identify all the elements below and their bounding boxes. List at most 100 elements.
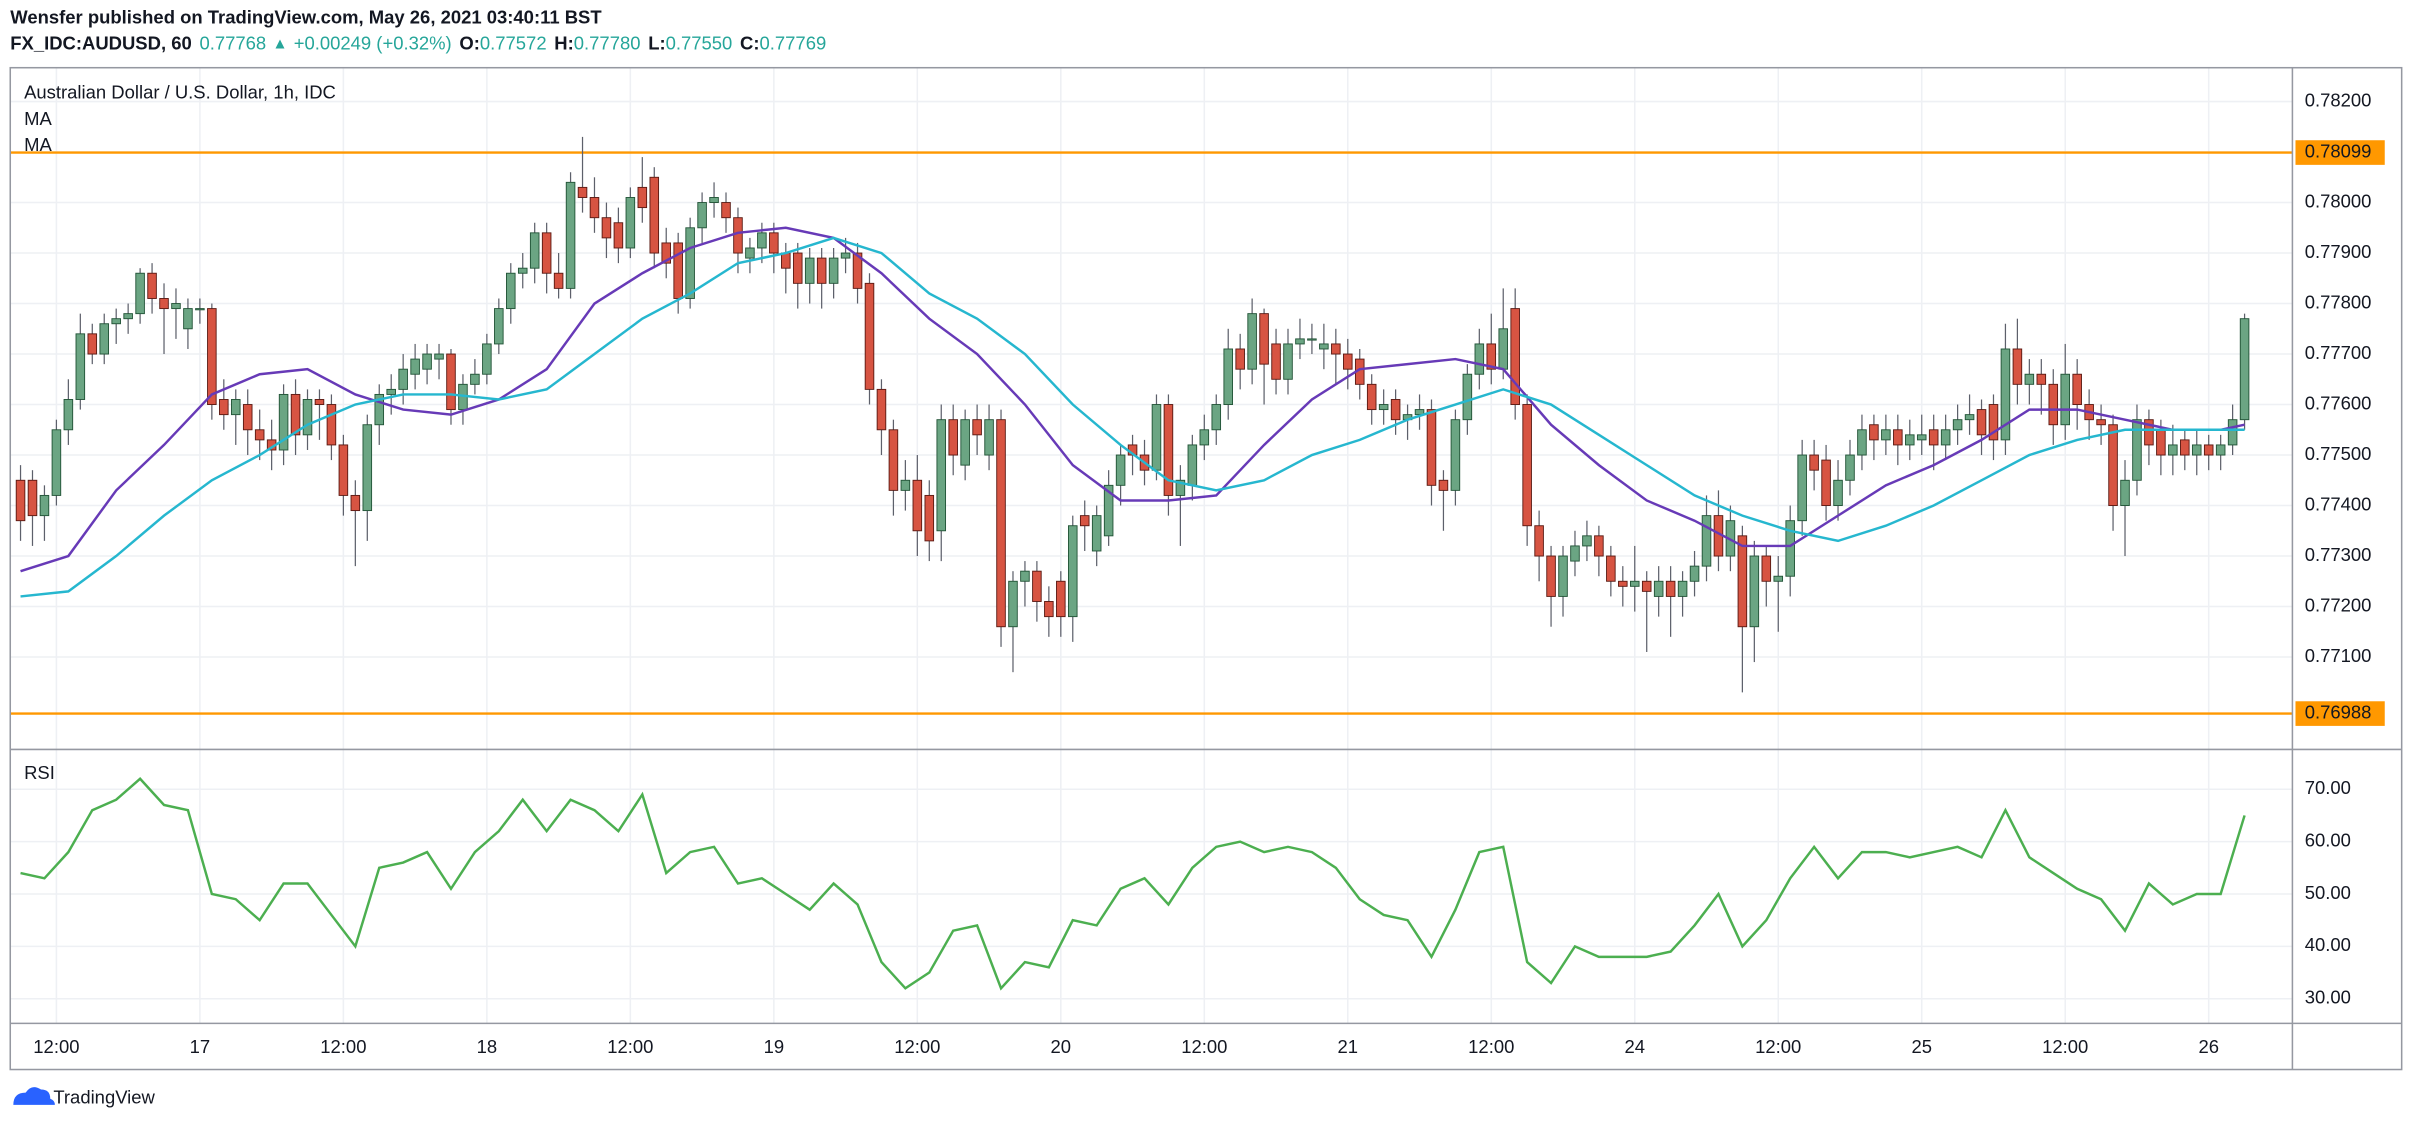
candle-body xyxy=(661,242,671,264)
candle-body xyxy=(1390,399,1401,421)
candle-body xyxy=(15,479,26,522)
candle-body xyxy=(2012,348,2023,385)
candle-body xyxy=(1964,414,1975,421)
candle-body xyxy=(302,399,313,436)
candle-body xyxy=(2060,373,2070,426)
candle-body xyxy=(1199,429,1210,446)
candle-body xyxy=(637,186,648,209)
candle-body xyxy=(1797,454,1807,522)
ohlc-label: H: xyxy=(554,33,573,54)
candle-body xyxy=(984,419,994,456)
level-label: 0.78099 xyxy=(2305,140,2372,161)
candle-body xyxy=(2180,439,2190,456)
candle-body xyxy=(1343,353,1353,370)
candle-body xyxy=(1438,479,1449,491)
candle-body xyxy=(972,419,982,436)
candle-body xyxy=(1928,429,1939,446)
candle-body xyxy=(1594,535,1604,557)
x-tick-label: 12:00 xyxy=(1468,1036,1514,1057)
candle-body xyxy=(230,399,241,416)
candle-body xyxy=(948,419,958,456)
ohlc-label: L: xyxy=(648,33,665,54)
candle-body xyxy=(314,399,325,405)
candle-body xyxy=(242,404,253,431)
candle-body xyxy=(1187,444,1198,486)
x-tick-label: 12:00 xyxy=(33,1036,79,1057)
candle-body xyxy=(1295,338,1305,345)
x-tick-label: 12:00 xyxy=(1181,1036,1227,1057)
y-tick-label: 0.77500 xyxy=(2305,443,2372,464)
y-tick-label: 0.77100 xyxy=(2305,645,2372,666)
candle-body xyxy=(1522,404,1532,527)
x-tick-label: 20 xyxy=(1051,1036,1072,1057)
candle-body xyxy=(1331,343,1341,355)
y-tick-label: 60.00 xyxy=(2305,829,2351,850)
candle-body xyxy=(1271,343,1281,380)
pane-title: RSI xyxy=(24,762,55,783)
candle-body xyxy=(1474,343,1485,375)
candle-body xyxy=(2144,419,2154,446)
x-tick-label: 12:00 xyxy=(894,1036,940,1057)
candle-body xyxy=(1032,570,1042,602)
candle-body xyxy=(1366,383,1377,411)
candle-body xyxy=(936,419,947,532)
candle-body xyxy=(1893,429,1903,446)
candle-body xyxy=(506,272,516,310)
candle-body xyxy=(900,479,911,491)
candle-body xyxy=(410,358,420,375)
x-tick-label: 12:00 xyxy=(607,1036,653,1057)
candle-body xyxy=(2215,444,2226,456)
x-tick-label: 12:00 xyxy=(2042,1036,2088,1057)
candle-body xyxy=(1223,348,1233,405)
candle-body xyxy=(960,419,970,466)
pane-title: Australian Dollar / U.S. Dollar, 1h, IDC xyxy=(24,82,336,103)
candle-body xyxy=(2191,444,2202,456)
candle-body xyxy=(2168,444,2178,456)
y-tick-label: 0.77700 xyxy=(2305,342,2372,363)
y-tick-label: 30.00 xyxy=(2305,987,2351,1008)
candle-body xyxy=(2239,318,2250,421)
candle-body xyxy=(1151,404,1162,471)
candle-body xyxy=(1259,313,1269,365)
indicator-line xyxy=(20,226,2245,573)
candle-body xyxy=(577,186,588,198)
candle-body xyxy=(541,232,552,274)
candle-body xyxy=(804,257,815,284)
candle-body xyxy=(816,257,827,284)
candle-body xyxy=(1534,525,1544,557)
candle-body xyxy=(1558,555,1568,597)
y-tick-label: 70.00 xyxy=(2305,777,2351,798)
candle-body xyxy=(589,197,600,219)
candle-body xyxy=(1809,454,1819,471)
candle-body xyxy=(147,272,157,299)
candle-body xyxy=(1307,338,1317,341)
candle-body xyxy=(1211,404,1222,431)
candle-body xyxy=(1582,535,1592,547)
candle-body xyxy=(996,419,1006,628)
candle-body xyxy=(123,313,133,320)
y-tick-label: 0.77800 xyxy=(2305,291,2372,312)
candle-body xyxy=(2048,383,2059,426)
candle-body xyxy=(769,232,779,254)
candle-body xyxy=(290,393,301,436)
candle-body xyxy=(1570,545,1580,562)
candle-body xyxy=(1665,580,1676,597)
candle-body xyxy=(1749,555,1760,628)
x-tick-label: 24 xyxy=(1624,1036,1645,1057)
x-tick-label: 18 xyxy=(477,1036,498,1057)
candle-body xyxy=(2156,429,2166,456)
candle-body xyxy=(1701,515,1712,567)
candle-body xyxy=(625,197,636,249)
candle-body xyxy=(1235,348,1245,370)
candle-body xyxy=(1773,575,1784,582)
candle-body xyxy=(757,232,767,249)
candle-body xyxy=(1498,328,1509,370)
candle-body xyxy=(1629,580,1640,587)
candle-body xyxy=(374,393,385,426)
candle-body xyxy=(840,252,851,259)
y-tick-label: 0.77200 xyxy=(2305,594,2372,615)
candle-body xyxy=(171,303,181,310)
candle-body xyxy=(2203,444,2214,456)
candle-body xyxy=(159,298,169,310)
